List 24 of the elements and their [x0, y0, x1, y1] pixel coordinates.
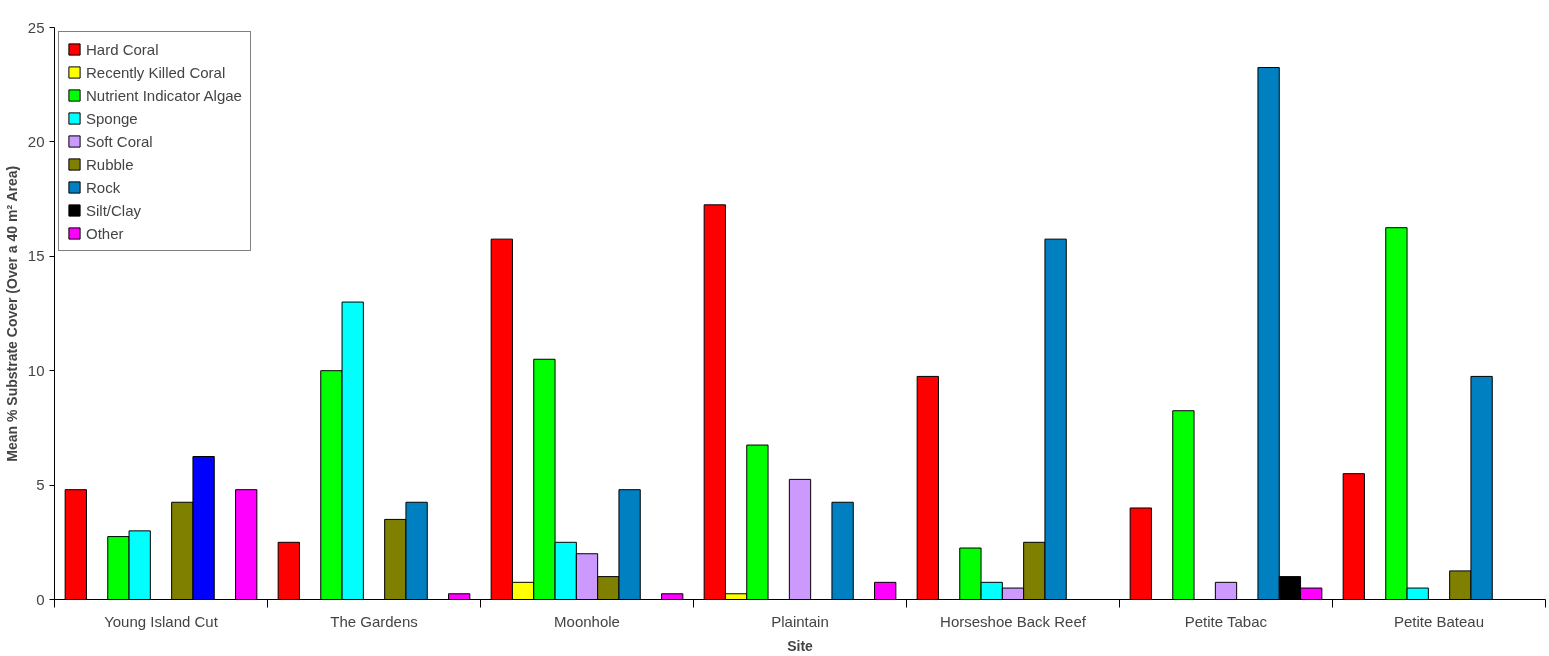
x-tick-label: The Gardens [330, 612, 418, 630]
legend-label: Rubble [86, 155, 134, 173]
x-tick-label: Moonhole [554, 612, 620, 630]
legend-label: Silt/Clay [86, 201, 142, 219]
legend-label: Rock [86, 178, 121, 196]
x-tick-label: Plaintain [771, 612, 829, 630]
legend-label: Hard Coral [86, 40, 159, 58]
y-tick-label: 10 [27, 361, 45, 379]
x-tick-label: Young Island Cut [104, 612, 219, 630]
x-tick-label: Horseshoe Back Reef [940, 612, 1087, 630]
legend-label: Other [86, 224, 124, 242]
y-tick-label: 25 [27, 18, 45, 36]
y-tick-label: 15 [27, 247, 45, 265]
y-tick-label: 20 [27, 132, 45, 150]
legend-label: Sponge [86, 109, 138, 127]
x-axis-title: Site [787, 637, 814, 654]
legend-label: Nutrient Indicator Algae [86, 86, 242, 104]
legend-label: Soft Coral [86, 132, 153, 150]
x-tick-label: Petite Tabac [1184, 612, 1268, 630]
x-tick-label: Petite Bateau [1393, 612, 1485, 630]
legend-label: Recently Killed Coral [86, 63, 226, 81]
y-axis-title: Mean % Substrate Cover (Over a 40 m² Area) [3, 165, 20, 462]
y-tick-label: 5 [36, 476, 45, 494]
y-tick-label: 0 [36, 590, 45, 608]
